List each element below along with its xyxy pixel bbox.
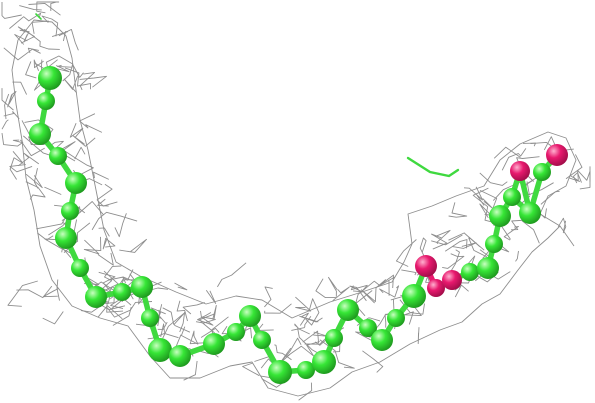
oxygen-atom-38 (546, 144, 568, 166)
carbon-atom-10 (131, 276, 153, 298)
carbon-atom-37 (533, 163, 551, 181)
carbon-atom-1 (37, 92, 55, 110)
stray-fragment (35, 13, 460, 178)
carbon-atom-22 (337, 299, 359, 321)
carbon-atom-11 (141, 309, 159, 327)
carbon-atom-16 (239, 305, 261, 327)
carbon-atom-24 (371, 329, 393, 351)
oxygen-atom-36 (510, 161, 530, 181)
carbon-atom-19 (297, 361, 315, 379)
carbon-atom-23 (359, 319, 377, 337)
carbon-atom-4 (65, 172, 87, 194)
carbon-atom-0 (38, 66, 62, 90)
carbon-atom-14 (203, 333, 225, 355)
carbon-atom-3 (49, 147, 67, 165)
oxygen-atom-28 (427, 279, 445, 297)
mesh-cell-0 (1, 1, 69, 61)
mesh-envelope-0 (17, 19, 577, 319)
carbon-atom-15 (227, 323, 245, 341)
carbon-atom-12 (148, 338, 172, 362)
carbon-atom-21 (325, 329, 343, 347)
carbon-atom-18 (268, 360, 292, 384)
carbon-atom-31 (477, 257, 499, 279)
carbon-atom-7 (71, 259, 89, 277)
carbon-atom-32 (485, 235, 503, 253)
carbon-atom-6 (55, 227, 77, 249)
molecule-atoms (29, 66, 568, 384)
carbon-atom-8 (85, 286, 107, 308)
carbon-atom-30 (461, 263, 479, 281)
oxygen-atom-29 (442, 270, 462, 290)
carbon-atom-9 (113, 283, 131, 301)
carbon-atom-26 (402, 284, 426, 308)
oxygen-atom-27 (415, 255, 437, 277)
carbon-atom-35 (519, 202, 541, 224)
carbon-atom-33 (489, 205, 511, 227)
carbon-atom-2 (29, 123, 51, 145)
carbon-atom-5 (61, 202, 79, 220)
carbon-atom-34 (503, 188, 521, 206)
carbon-atom-20 (312, 350, 336, 374)
carbon-atom-17 (253, 331, 271, 349)
carbon-atom-13 (169, 345, 191, 367)
carbon-atom-25 (387, 309, 405, 327)
mesh-envelope-1 (11, 39, 561, 397)
